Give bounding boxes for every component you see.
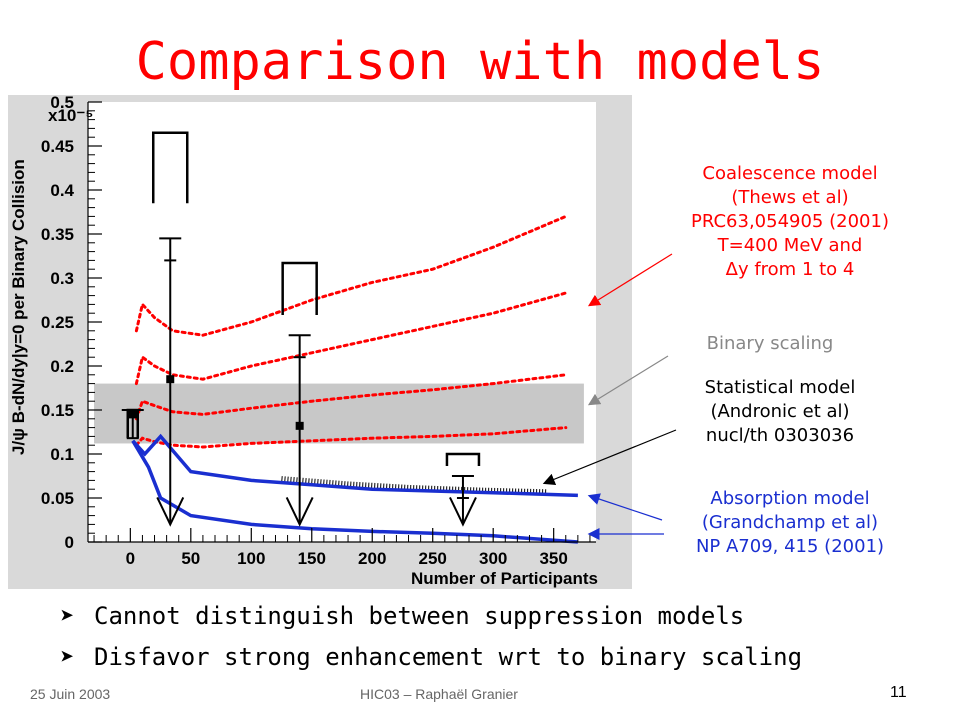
- systematic-bracket: [281, 261, 318, 315]
- binary-line: Binary scaling: [706, 333, 834, 354]
- systematic-bracket: [126, 408, 140, 439]
- statistical-line: Statistical model: [704, 377, 856, 398]
- series-line-2: [134, 373, 568, 421]
- bullet-item: ➤ Disfavor strong enhancement wrt to bina…: [60, 642, 802, 672]
- bullet-text: Cannot distinguish between suppression m…: [94, 602, 745, 630]
- x-tick-label: 50: [181, 549, 200, 568]
- y-axis-title: J/ψ B-dN/dy|y=0 per Binary Collision: [9, 159, 28, 455]
- slide-title: Comparison with models: [135, 32, 825, 92]
- coalescence-line: (Thews et al): [731, 187, 849, 208]
- bullet-item: ➤ Cannot distinguish between suppression …: [60, 601, 744, 631]
- y-tick-label: 0.45: [41, 137, 74, 156]
- x-tick-label: 200: [358, 549, 386, 568]
- chart-plot: 0 0.05 0.1 0.15 0.2 0.25 0.3 0.35 0.4 0.45 0.5 0 50 1…: [8, 95, 632, 589]
- coalescence-line: T=400 MeV and: [717, 235, 863, 256]
- y-tick-label: 0.3: [50, 269, 74, 288]
- y-tick-label: 0.4: [50, 181, 74, 200]
- page-number: 11: [890, 684, 907, 701]
- systematic-bracket: [151, 131, 189, 204]
- series-line-1: [134, 291, 568, 386]
- plot-area: [88, 102, 596, 542]
- data-marker: [166, 375, 175, 384]
- y-tick-label: 0.25: [41, 313, 74, 332]
- absorption-line: NP A709, 415 (2001): [695, 536, 885, 557]
- y-tick-label: 0: [65, 533, 74, 552]
- data-point-group: [121, 408, 144, 440]
- data-point-group: [281, 261, 318, 527]
- coalescence-line: Coalescence model: [702, 163, 878, 184]
- y-tick-label: 0.15: [41, 401, 74, 420]
- x-tick-label: 300: [479, 549, 507, 568]
- x-tick-label: 0: [126, 549, 135, 568]
- coalescence-annotation: Coalescence model (Thews et al) PRC63,05…: [640, 162, 940, 282]
- absorption-line: (Grandchamp et al): [701, 512, 879, 533]
- x-axis-title: Number of Participants: [411, 569, 598, 588]
- series-line-4: [281, 476, 548, 495]
- series-line-3: [134, 426, 568, 449]
- binary-annotation: Binary scaling: [660, 332, 880, 356]
- statistical-pointer: [542, 429, 677, 485]
- data-point-group: [151, 131, 189, 527]
- data-marker: [295, 421, 304, 430]
- y-tick-label: 0.35: [41, 225, 74, 244]
- upper-limit-arrow: [156, 496, 185, 527]
- x-tick-label: 100: [237, 549, 265, 568]
- data-point-group: [445, 452, 481, 527]
- coalescence-line: Δy from 1 to 4: [725, 259, 855, 280]
- statistical-line: (Andronic et al): [710, 401, 850, 422]
- data-marker: [128, 410, 137, 419]
- absorption-line: Absorption model: [710, 488, 870, 509]
- y-axis-multiplier: x10⁻⁵: [48, 106, 93, 125]
- statistical-line: nucl/th 0303036: [705, 425, 855, 446]
- coalescence-line: PRC63,054905 (2001): [691, 211, 889, 232]
- x-tick-label: 150: [298, 549, 326, 568]
- x-tick-label: 350: [539, 549, 567, 568]
- bullet-text: Disfavor strong enhancement wrt to binar…: [94, 643, 803, 671]
- arrow-bullet-icon: ➤: [60, 602, 75, 630]
- statistical-annotation: Statistical model (Andronic et al) nucl/…: [650, 376, 910, 448]
- y-tick-label: 0.5: [50, 95, 74, 112]
- footer-presenter: HIC03 – Raphaël Granier: [360, 686, 518, 702]
- y-tick-label: 0.05: [41, 489, 74, 508]
- series-line-0: [134, 214, 568, 337]
- series-line-6: [131, 439, 579, 544]
- footer-date: 25 Juin 2003: [30, 686, 111, 702]
- arrow-bullet-icon: ➤: [60, 643, 75, 671]
- upper-limit-arrow: [449, 496, 477, 527]
- absorption-pointer-upper: [587, 493, 663, 521]
- binary-pointer: [587, 355, 669, 406]
- upper-limit-arrow: [285, 496, 314, 527]
- coalescence-pointer: [587, 253, 673, 307]
- y-tick-label: 0.2: [50, 357, 74, 376]
- systematic-bracket: [445, 452, 481, 466]
- absorption-annotation: Absorption model (Grandchamp et al) NP A…: [640, 487, 940, 559]
- x-tick-label: 250: [419, 549, 447, 568]
- y-tick-label: 0.1: [50, 445, 74, 464]
